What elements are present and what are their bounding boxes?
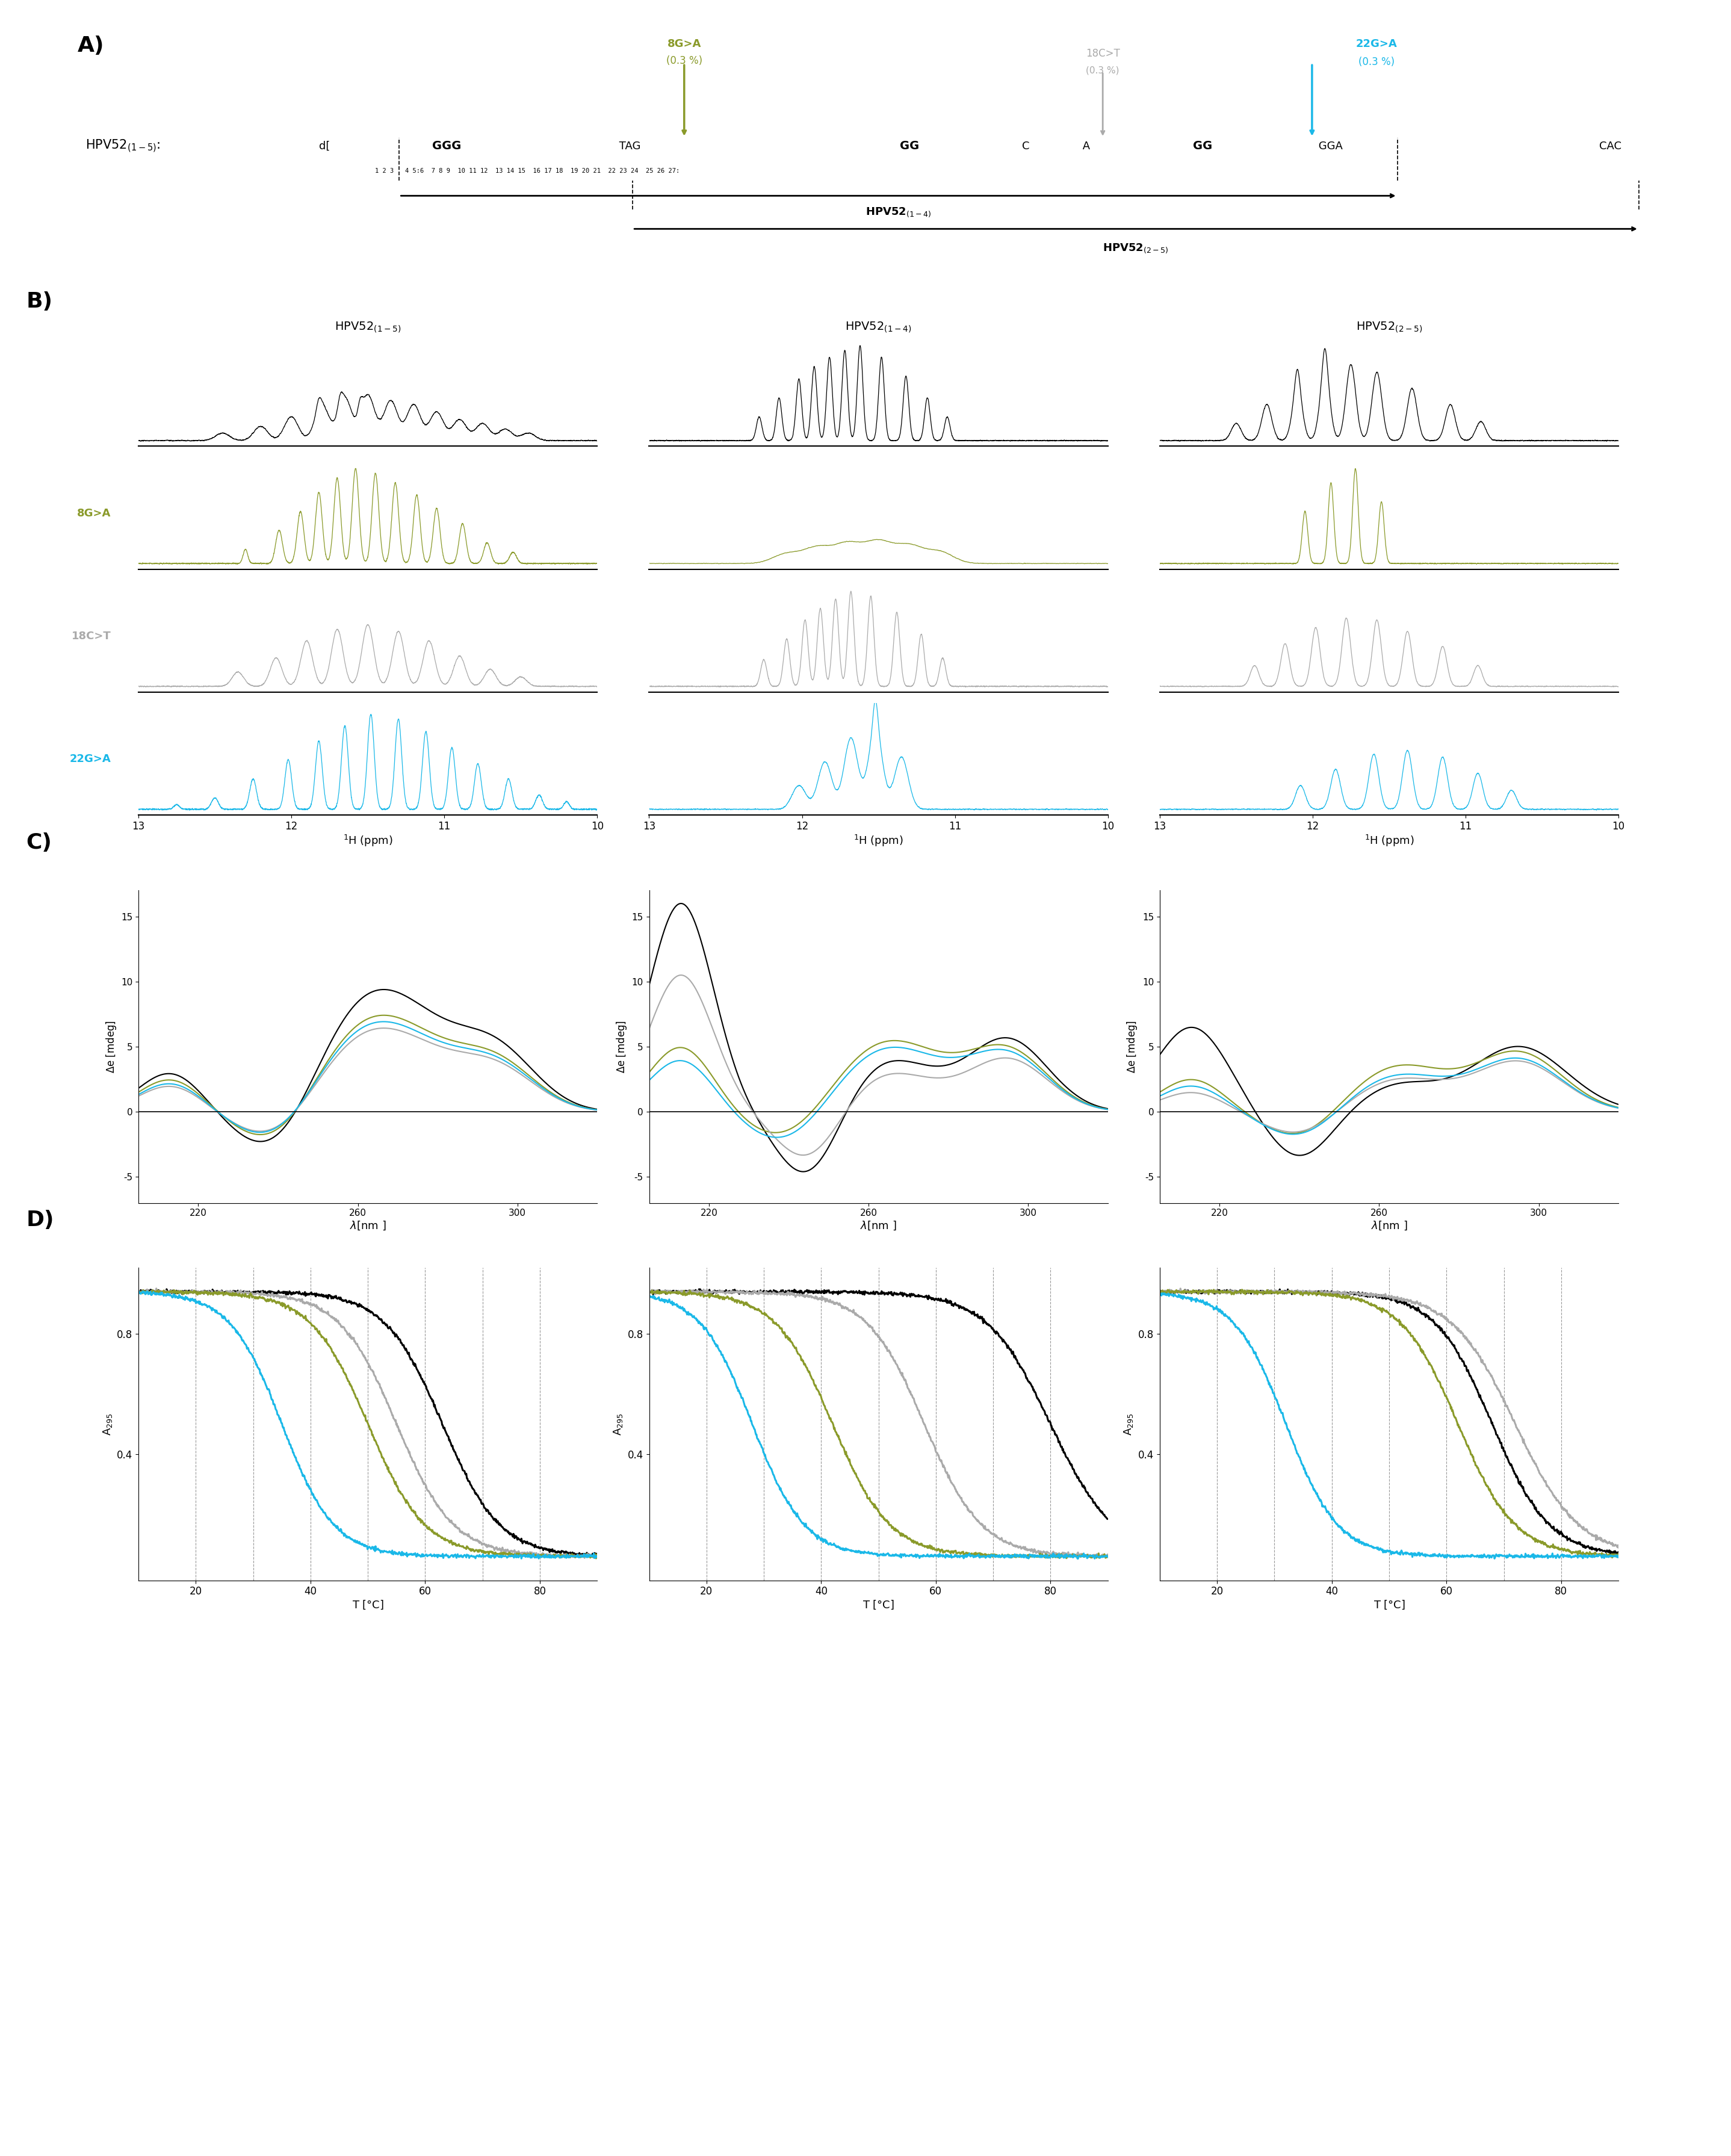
Y-axis label: A$_{295}$: A$_{295}$ (1123, 1412, 1136, 1436)
Text: d[: d[ (319, 140, 331, 151)
X-axis label: $\lambda$[nm ]: $\lambda$[nm ] (350, 1220, 386, 1231)
Text: GG: GG (900, 140, 919, 151)
Y-axis label: A$_{295}$: A$_{295}$ (613, 1412, 625, 1436)
Text: C): C) (26, 832, 52, 852)
Text: 8G>A: 8G>A (666, 39, 701, 50)
Text: A: A (1078, 140, 1091, 151)
Text: 18C>T: 18C>T (71, 630, 111, 642)
Text: 18C>T: 18C>T (1085, 47, 1120, 58)
Text: HPV52$_{(2-5)}$: HPV52$_{(2-5)}$ (1103, 241, 1168, 254)
Text: D): D) (26, 1210, 54, 1229)
Text: C: C (1023, 140, 1030, 151)
X-axis label: $^1$H (ppm): $^1$H (ppm) (343, 834, 393, 847)
X-axis label: $\lambda$[nm ]: $\lambda$[nm ] (1371, 1220, 1407, 1231)
Title: HPV52$_{(1-5)}$: HPV52$_{(1-5)}$ (334, 321, 402, 334)
Text: (0.3 %): (0.3 %) (1359, 56, 1395, 67)
Text: HPV52$_{(1-5)}$:: HPV52$_{(1-5)}$: (85, 138, 161, 153)
Y-axis label: $\Delta$e [mdeg]: $\Delta$e [mdeg] (1125, 1020, 1139, 1074)
Text: 8G>A: 8G>A (76, 507, 111, 520)
Text: 22G>A: 22G>A (69, 752, 111, 765)
X-axis label: $^1$H (ppm): $^1$H (ppm) (1364, 834, 1414, 847)
Text: GGA: GGA (1316, 140, 1347, 151)
Text: A): A) (78, 37, 104, 56)
X-axis label: T [$\degree$C]: T [$\degree$C] (862, 1600, 895, 1611)
Y-axis label: $\Delta$e [mdeg]: $\Delta$e [mdeg] (104, 1020, 118, 1074)
Y-axis label: A$_{295}$: A$_{295}$ (102, 1412, 114, 1436)
Text: B): B) (26, 291, 52, 310)
Text: 22G>A: 22G>A (1355, 39, 1397, 50)
Text: GG: GG (1193, 140, 1212, 151)
X-axis label: T [$\degree$C]: T [$\degree$C] (1373, 1600, 1406, 1611)
Text: CAC: CAC (1599, 140, 1625, 151)
X-axis label: $\lambda$[nm ]: $\lambda$[nm ] (860, 1220, 897, 1231)
Text: (0.3 %): (0.3 %) (1085, 65, 1120, 75)
Title: HPV52$_{(2-5)}$: HPV52$_{(2-5)}$ (1355, 321, 1423, 334)
X-axis label: $^1$H (ppm): $^1$H (ppm) (853, 834, 904, 847)
Text: (0.3 %): (0.3 %) (666, 56, 703, 67)
Text: HPV52$_{(1-4)}$: HPV52$_{(1-4)}$ (865, 207, 931, 218)
Title: HPV52$_{(1-4)}$: HPV52$_{(1-4)}$ (845, 321, 912, 334)
Text: GGG: GGG (433, 140, 462, 151)
Text: 1 2 3   4 5:6  7 8 9  10 11 12  13 14 15  16 17 18  19 20 21  22 23 24  25 26 27: 1 2 3 4 5:6 7 8 9 10 11 12 13 14 15 16 1… (376, 168, 680, 175)
Text: TAG: TAG (616, 140, 644, 151)
Y-axis label: $\Delta$e [mdeg]: $\Delta$e [mdeg] (615, 1020, 628, 1074)
X-axis label: T [$\degree$C]: T [$\degree$C] (351, 1600, 384, 1611)
